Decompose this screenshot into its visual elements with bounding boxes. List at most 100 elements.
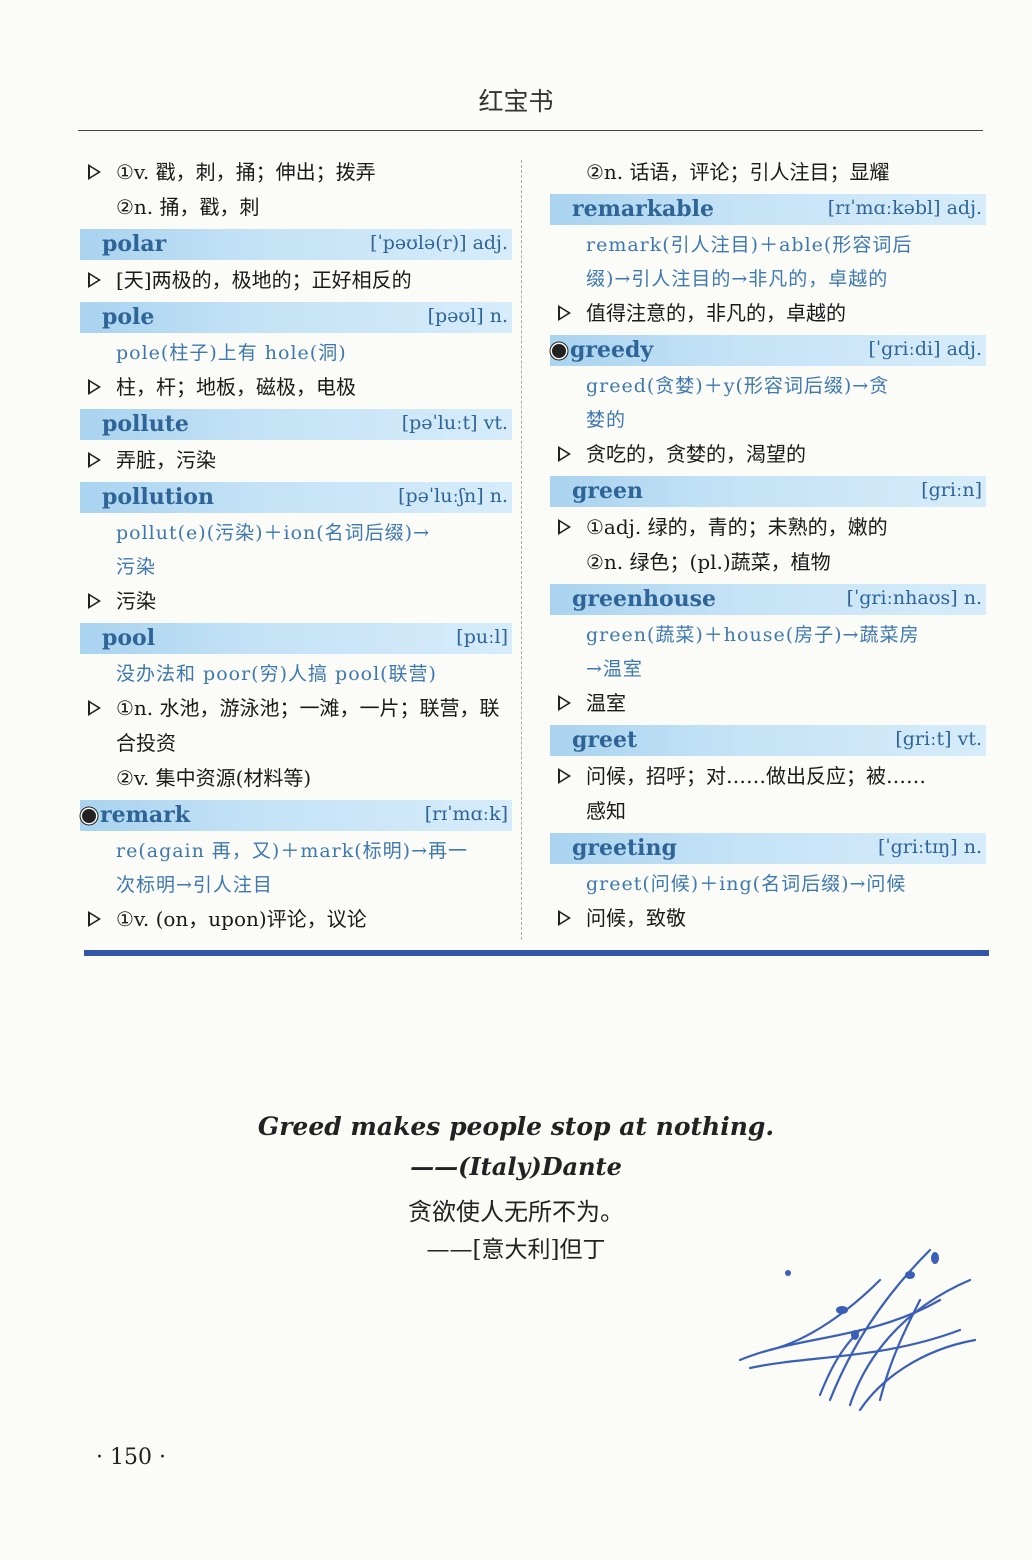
quote-chinese: 贪欲使人无所不为。 <box>408 1198 624 1226</box>
phonetic: [griːt] vt. <box>895 728 982 750</box>
definition-text: 弄脏，污染 <box>116 448 216 472</box>
triangle-bullet-icon <box>558 695 571 711</box>
definition-text: 感知 <box>586 799 626 823</box>
entry-headword-bar: greedy [ˈgriːdi] adj. <box>550 335 986 366</box>
section-bottom-rule <box>84 950 989 956</box>
headword: green <box>572 478 643 504</box>
etymology-line: 缀)→引人注目的→非凡的，卓越的 <box>586 268 889 290</box>
etymology-line: green(蔬菜)＋house(房子)→蔬菜房 <box>586 624 920 646</box>
triangle-bullet-icon <box>558 768 571 784</box>
triangle-bullet-icon <box>88 700 101 716</box>
phonetic: [pəʊl] n. <box>427 305 508 327</box>
headword: pole <box>102 304 155 330</box>
definition-text: 合投资 <box>116 731 176 755</box>
definition-line: 问候，招呼；对……做出反应；被…… <box>550 759 986 794</box>
left-column: ①v. 戳，刺，捅；伸出；拨弄 ②n. 捅，戳，刺 polar [ˈpəʊlə(r)]… <box>80 155 512 937</box>
headword: greedy <box>570 337 654 363</box>
definition-text: 问候，招呼；对……做出反应；被…… <box>586 764 926 788</box>
etymology-line: 污染 <box>116 556 157 578</box>
etymology-line: greed(贪婪)＋y(形容词后缀)→贪 <box>586 375 890 397</box>
etymology-line: pole(柱子)上有 hole(洞) <box>116 342 347 364</box>
triangle-bullet-icon <box>88 164 101 180</box>
quote-author-english: ——(Italy)Dante <box>410 1152 622 1181</box>
definition-text: ②v. 集中资源(材料等) <box>116 766 312 790</box>
definition-line: ②n. 绿色；(pl.)蔬菜，植物 <box>550 545 986 580</box>
phonetic: [ˈgriːtɪŋ] n. <box>877 836 982 858</box>
definition-text: ②n. 捅，戳，刺 <box>116 195 260 219</box>
etymology-line: →温室 <box>586 658 643 680</box>
definition-line: ①v. (on，upon)评论，议论 <box>80 902 512 937</box>
definition-line: 温室 <box>550 686 986 721</box>
headword: remark <box>100 802 190 828</box>
definition-line: 柱，杆；地板，磁极，电极 <box>80 370 512 405</box>
triangle-bullet-icon <box>558 305 571 321</box>
star-bullet-icon <box>82 809 96 823</box>
etymology-line: 没办法和 poor(穷)人搞 pool(联营) <box>116 663 437 685</box>
headword: remarkable <box>572 196 714 222</box>
entry-headword-bar: remark [rɪˈmɑːk] <box>80 800 512 831</box>
headword: greenhouse <box>572 586 717 612</box>
definition-line: ②v. 集中资源(材料等) <box>80 761 512 796</box>
definition-text: 柱，杆；地板，磁极，电极 <box>116 375 356 399</box>
triangle-bullet-icon <box>558 910 571 926</box>
phonetic: [rɪˈmɑːkəbl] adj. <box>827 197 982 219</box>
definition-line: ②n. 话语，评论；引人注目；显耀 <box>550 155 986 190</box>
definition-text: ②n. 话语，评论；引人注目；显耀 <box>586 160 890 184</box>
definition-line: 问候，致敬 <box>550 901 986 936</box>
entry-headword-bar: pollute [pəˈluːt] vt. <box>80 409 512 440</box>
etymology-line: remark(引人注目)＋able(形容词后 <box>586 234 913 256</box>
phonetic: [ˈpəʊlə(r)] adj. <box>370 232 508 254</box>
definition-line: 污染 <box>80 584 512 619</box>
phonetic: [ˈgriːdi] adj. <box>868 338 982 360</box>
etymology-line: 婪的 <box>586 409 627 431</box>
entry-headword-bar: polar [ˈpəʊlə(r)] adj. <box>80 229 512 260</box>
entry-headword-bar: greeting [ˈgriːtɪŋ] n. <box>550 833 986 864</box>
headword: polar <box>102 231 167 257</box>
right-column: ②n. 话语，评论；引人注目；显耀 remarkable [rɪˈmɑːkəbl] … <box>550 155 986 936</box>
definition-text: 问候，致敬 <box>586 906 686 930</box>
definition-line: ②n. 捅，戳，刺 <box>80 190 512 225</box>
definition-text: 温室 <box>586 691 626 715</box>
definition-line: ①v. 戳，刺，捅；伸出；拨弄 <box>80 155 512 190</box>
etymology-line: 次标明→引人注目 <box>116 874 273 896</box>
phonetic: [puːl] <box>456 626 508 648</box>
entry-headword-bar: remarkable [rɪˈmɑːkəbl] adj. <box>550 194 986 225</box>
entry-headword-bar: pollution [pəˈluːʃn] n. <box>80 482 512 513</box>
definition-line: 值得注意的，非凡的，卓越的 <box>550 296 986 331</box>
page-title: 红宝书 <box>478 87 554 116</box>
headword: greeting <box>572 835 677 861</box>
definition-line: 感知 <box>550 794 986 829</box>
phonetic: [pəˈluːʃn] n. <box>398 485 508 507</box>
headword: pollution <box>102 484 214 510</box>
etymology-line: greet(问候)＋ing(名词后缀)→问候 <box>586 873 907 895</box>
triangle-bullet-icon <box>88 379 101 395</box>
definition-text: [天]两极的，极地的；正好相反的 <box>116 268 412 292</box>
definition-text: ①v. (on，upon)评论，议论 <box>116 907 367 931</box>
entry-headword-bar: pole [pəʊl] n. <box>80 302 512 333</box>
definition-text: ①adj. 绿的，青的；未熟的，嫩的 <box>586 515 888 539</box>
etymology-line: pollut(e)(污染)＋ion(名词后缀)→ <box>116 522 431 544</box>
headword: pollute <box>102 411 189 437</box>
definition-line: 合投资 <box>80 726 512 761</box>
quote-author-chinese: ——[意大利]但丁 <box>426 1237 606 1263</box>
definition-line: [天]两极的，极地的；正好相反的 <box>80 263 512 298</box>
phonetic: [ˈgriːnhaʊs] n. <box>846 587 982 609</box>
column-divider <box>521 160 522 940</box>
definition-line: 弄脏，污染 <box>80 443 512 478</box>
definition-line: ①n. 水池，游泳池；一滩，一片；联营，联 <box>80 691 512 726</box>
definition-text: ①v. 戳，刺，捅；伸出；拨弄 <box>116 160 376 184</box>
etymology-line: re(again 再，又)＋mark(标明)→再一 <box>116 840 469 862</box>
phonetic: [rɪˈmɑːk] <box>424 803 508 825</box>
quote-english: Greed makes people stop at nothing. <box>257 1112 775 1141</box>
definition-text: 贪吃的，贪婪的，渴望的 <box>586 442 806 466</box>
triangle-bullet-icon <box>88 911 101 927</box>
header-rule <box>78 130 983 131</box>
entry-headword-bar: pool [puːl] <box>80 623 512 654</box>
entry-headword-bar: green [griːn] <box>550 476 986 507</box>
definition-text: ②n. 绿色；(pl.)蔬菜，植物 <box>586 550 831 574</box>
phonetic: [griːn] <box>921 479 982 501</box>
page-number: · 150 · <box>96 1445 166 1470</box>
definition-text: 值得注意的，非凡的，卓越的 <box>586 301 846 325</box>
definition-text: ①n. 水池，游泳池；一滩，一片；联营，联 <box>116 696 500 720</box>
triangle-bullet-icon <box>558 446 571 462</box>
